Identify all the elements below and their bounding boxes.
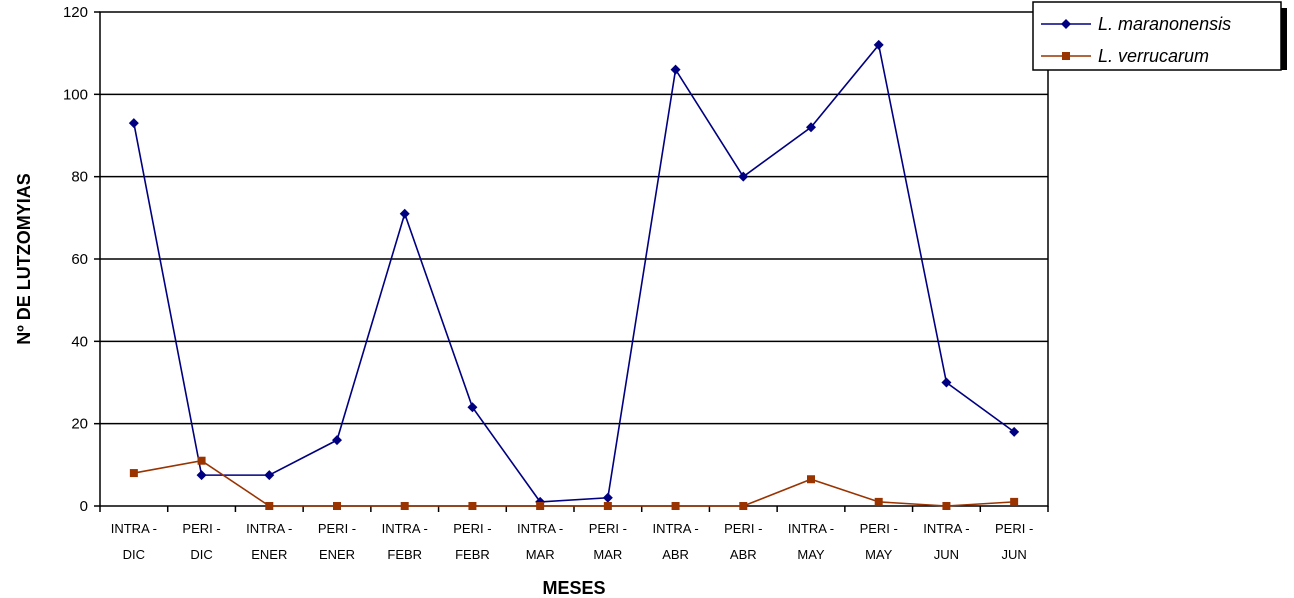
legend-label: L. verrucarum: [1098, 46, 1209, 66]
x-tick-label: PERI -: [182, 521, 220, 536]
data-point: [333, 502, 341, 510]
x-tick-label: INTRA -: [246, 521, 292, 536]
data-point: [468, 502, 477, 510]
series-line: [133, 459, 1015, 507]
x-tick-label: FEBR: [455, 547, 490, 562]
x-tick-label: PERI -: [318, 521, 356, 536]
series-l-verrucarum: [129, 456, 1019, 510]
y-axis-title: Nº DE LUTZOMYIAS: [14, 173, 34, 345]
legend-item: L. maranonensis: [1041, 14, 1231, 34]
data-point: [399, 208, 410, 219]
y-tick-label: 120: [63, 4, 88, 21]
data-point: [942, 502, 951, 510]
x-tick-label: MAY: [797, 547, 825, 562]
x-tick-label: DIC: [123, 547, 145, 562]
x-tick-label: INTRA -: [517, 521, 563, 536]
data-point: [670, 64, 681, 75]
data-point: [941, 377, 952, 388]
data-point: [332, 435, 342, 446]
legend: L. maranonensis L. verrucarum: [1032, 1, 1287, 71]
data-point: [807, 475, 815, 484]
x-tick-label: PERI -: [589, 521, 627, 536]
data-point: [536, 502, 545, 510]
data-point: [1009, 426, 1020, 437]
legend-marker: [1062, 52, 1070, 60]
legend-marker: [1061, 19, 1071, 29]
y-axis-ticks: 0 20 40 60 80 100 120: [63, 4, 100, 515]
x-tick-label: PERI -: [860, 521, 898, 536]
x-tick-label: PERI -: [724, 521, 762, 536]
data-point: [738, 171, 749, 182]
series-line: [133, 43, 1015, 503]
x-tick-label: PERI -: [453, 521, 491, 536]
x-tick-label: MAR: [526, 547, 555, 562]
data-point: [467, 402, 478, 413]
gridlines: [100, 93, 1048, 425]
x-tick-label: INTRA -: [652, 521, 698, 536]
x-tick-label: ENER: [319, 547, 355, 562]
x-tick-label: ABR: [662, 547, 689, 562]
legend-item: L. verrucarum: [1041, 46, 1209, 66]
data-point: [128, 118, 139, 129]
x-tick-label: INTRA -: [923, 521, 969, 536]
data-point: [603, 502, 612, 510]
legend-box: [1032, 1, 1282, 71]
data-point: [874, 497, 883, 506]
data-point: [400, 502, 409, 510]
y-tick-label: 60: [71, 251, 88, 268]
x-tick-label: FEBR: [387, 547, 422, 562]
x-tick-label: INTRA -: [382, 521, 428, 536]
data-point: [671, 502, 680, 510]
x-tick-label: JUN: [934, 547, 959, 562]
x-tick-label: INTRA -: [788, 521, 834, 536]
y-tick-label: 20: [71, 416, 88, 433]
data-point: [265, 502, 274, 510]
x-tick-label: JUN: [1002, 547, 1027, 562]
x-tick-label: ABR: [730, 547, 757, 562]
data-point: [264, 470, 275, 481]
data-point: [197, 456, 206, 465]
x-tick-label: MAY: [865, 547, 893, 562]
x-tick-label: MAR: [593, 547, 622, 562]
x-tick-label: DIC: [190, 547, 212, 562]
y-tick-label: 40: [71, 333, 88, 350]
x-tick-label: ENER: [251, 547, 287, 562]
series-group: [128, 39, 1020, 510]
y-tick-label: 100: [63, 86, 88, 103]
data-point: [602, 492, 613, 503]
data-point: [873, 39, 884, 50]
data-point: [129, 469, 138, 478]
data-point: [806, 122, 816, 133]
data-point: [1010, 497, 1019, 506]
x-tick-label: PERI -: [995, 521, 1033, 536]
data-point: [196, 470, 207, 481]
data-point: [739, 502, 748, 510]
y-tick-label: 0: [80, 498, 88, 515]
legend-items: L. maranonensis L. verrucarum: [1041, 14, 1231, 66]
x-tick-label: INTRA -: [111, 521, 157, 536]
y-tick-label: 80: [71, 169, 88, 186]
x-axis-ticks: INTRA - DIC PERI - DIC INTRA - ENER PERI - ENER…: [99, 506, 1049, 562]
x-axis-title: MESES: [542, 578, 605, 598]
legend-label: L. maranonensis: [1098, 14, 1231, 34]
series-l-maranonensis: [128, 39, 1020, 507]
